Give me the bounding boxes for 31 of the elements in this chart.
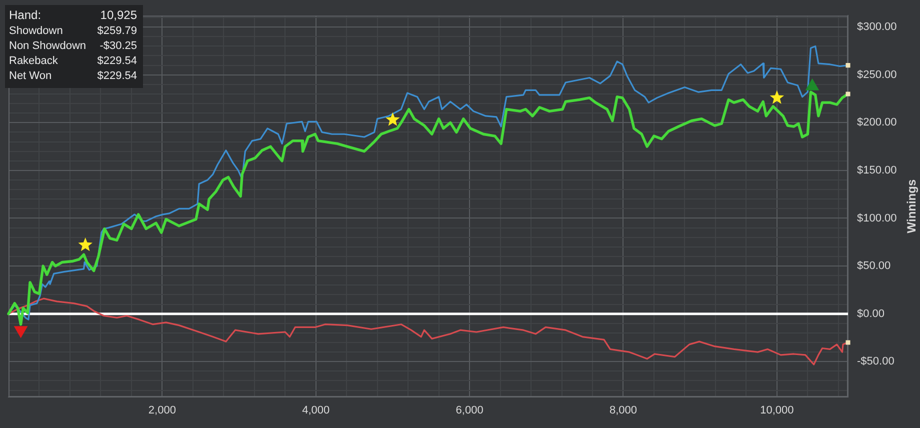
y-tick-label: $0.00 <box>857 308 885 320</box>
x-tick-label: 8,000 <box>609 404 637 417</box>
x-tick-label: 10,000 <box>760 404 794 417</box>
point <box>386 112 400 126</box>
point <box>78 238 92 252</box>
y-tick-label: $50.00 <box>857 260 891 272</box>
x-tick-label: 4,000 <box>302 404 330 417</box>
x-tick-label: 2,000 <box>148 404 176 417</box>
y-tick-label: $150.00 <box>857 164 897 176</box>
y-axis-title: Winnings <box>904 179 918 234</box>
point <box>806 78 819 90</box>
annotation: Net Won <box>9 69 52 84</box>
y-tick-label: $250.00 <box>857 68 897 81</box>
y-tick-label: $300.00 <box>857 21 897 34</box>
point <box>770 90 784 104</box>
annotation: Hand: <box>9 7 42 24</box>
annotation: $229.54 <box>97 69 137 84</box>
annotation: Showdown <box>9 24 63 39</box>
point <box>846 92 850 96</box>
annotation: -$30.25 <box>100 39 137 54</box>
y-tick-label: $200.00 <box>857 116 897 129</box>
point <box>846 63 850 68</box>
y-tick-label: -$50.00 <box>857 356 894 368</box>
annotation: Non Showdown <box>9 39 86 54</box>
annotation: 10,925 <box>100 7 137 24</box>
annotation: $229.54 <box>97 54 137 69</box>
annotation: Rakeback <box>9 54 58 69</box>
x-tick-label: 6,000 <box>456 404 484 417</box>
point <box>846 340 850 345</box>
y-tick-label: $100.00 <box>857 212 897 224</box>
annotation: $259.79 <box>97 24 137 39</box>
